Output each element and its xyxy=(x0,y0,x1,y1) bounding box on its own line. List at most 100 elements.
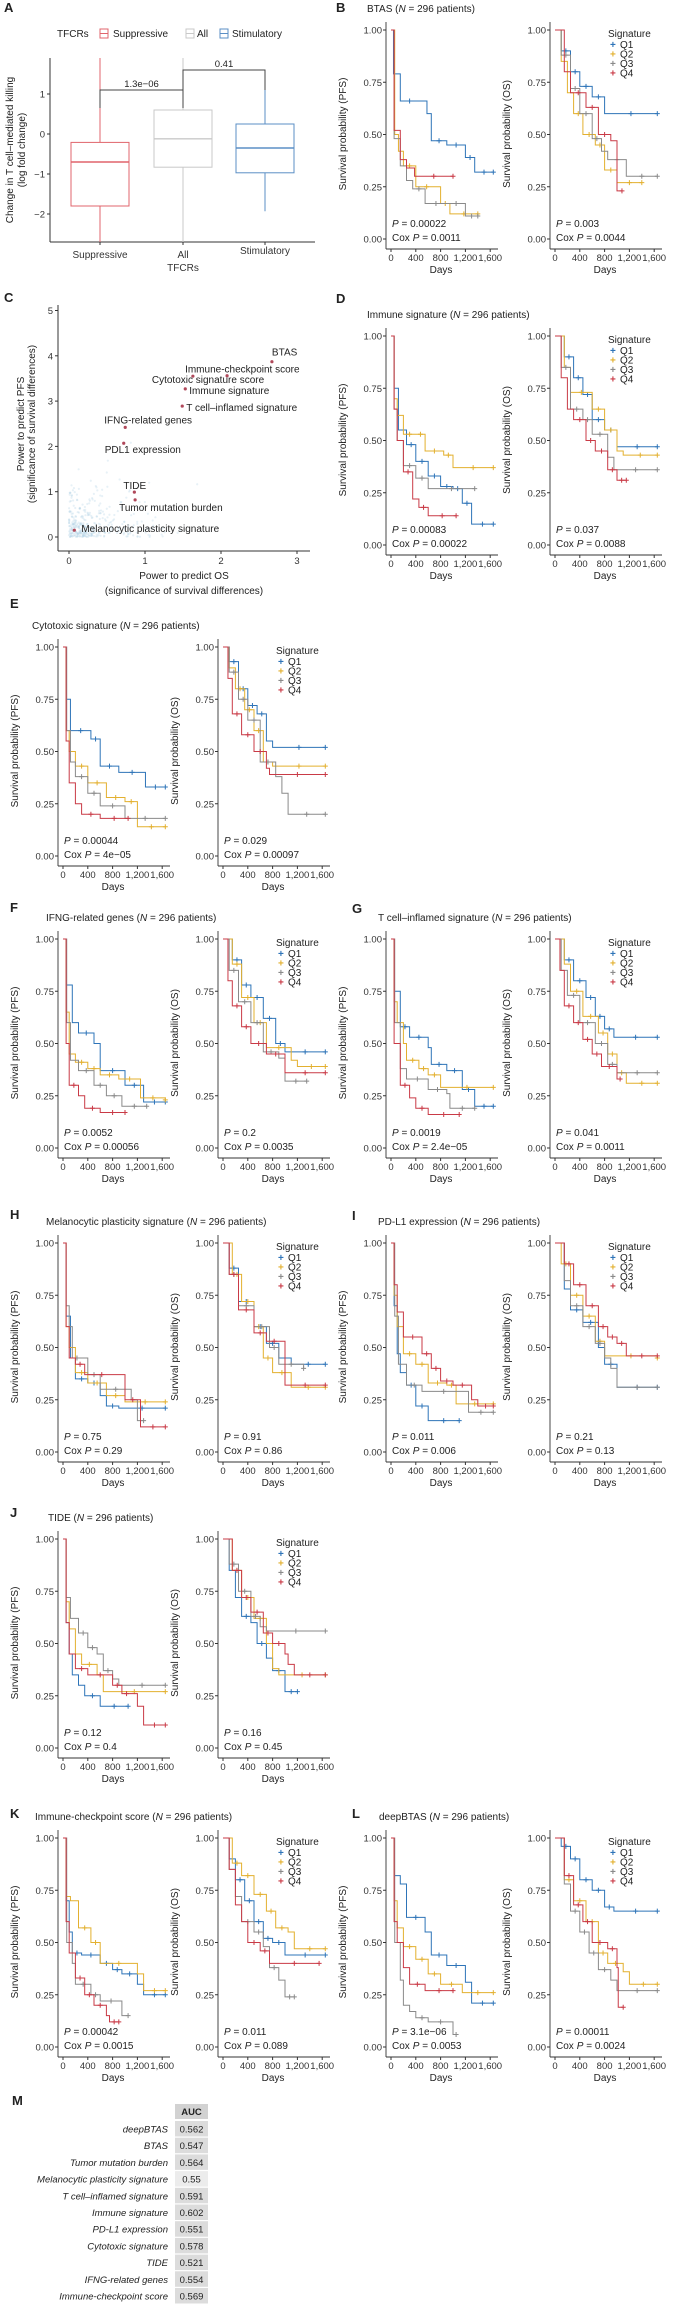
censor-mark xyxy=(276,1940,282,1945)
title-part: Immune-checkpoint score ( xyxy=(35,1812,156,1823)
title-part: = 296 patients) xyxy=(471,1217,540,1228)
censor-mark xyxy=(151,1099,157,1105)
equals-sign: = xyxy=(251,1742,262,1753)
panel-title: T cell–inflamed signature (N = 296 patie… xyxy=(378,913,572,924)
p-value: 0.12 xyxy=(82,1728,102,1739)
censor-mark xyxy=(162,1405,168,1411)
censor-mark xyxy=(436,1952,442,1958)
panel-e: E Cytotoxic signature (N = 296 patients) 0… xyxy=(10,596,334,893)
censor-mark xyxy=(634,1384,640,1390)
background-point xyxy=(127,533,130,536)
y-tick-label: 0.00 xyxy=(196,852,215,863)
point-label: PDL1 expression xyxy=(105,445,181,456)
y-tick-label: 0 xyxy=(40,130,45,141)
survival-curve-q4 xyxy=(391,29,453,177)
table-row: Immune signature 0.602 xyxy=(92,2204,208,2220)
censor-mark xyxy=(257,1330,263,1336)
background-point xyxy=(81,515,85,518)
background-point xyxy=(70,526,74,530)
survival-curve-q2 xyxy=(223,1538,326,1676)
background-point xyxy=(111,525,114,529)
censor-mark xyxy=(83,1030,89,1036)
background-point xyxy=(97,533,100,537)
x-tick-label: 800 xyxy=(597,2061,613,2072)
background-point xyxy=(86,533,90,536)
row-label: Immune signature xyxy=(92,2208,168,2219)
y-tick-label: 0.25 xyxy=(528,1091,547,1102)
legend-key-icon: + xyxy=(278,1282,284,1293)
y-tick-label: 4 xyxy=(48,351,53,362)
box xyxy=(70,141,130,207)
censor-mark xyxy=(114,1682,120,1688)
cox-p-text: Cox P = 0.0024 xyxy=(556,2041,626,2052)
censor-mark xyxy=(481,1103,487,1109)
censor-mark xyxy=(606,1063,612,1069)
background-point xyxy=(71,535,74,538)
cox-p-value: 0.0024 xyxy=(595,2041,626,2052)
background-point xyxy=(119,501,122,504)
data-point xyxy=(122,441,126,445)
censor-mark xyxy=(464,500,470,506)
background-point xyxy=(123,520,126,523)
significance-bracket xyxy=(99,89,184,108)
censor-mark xyxy=(586,1324,592,1330)
panel-letter: D xyxy=(336,291,345,306)
background-point xyxy=(68,530,71,533)
title-part: = 296 patients) xyxy=(440,1812,509,1823)
x-tick-label: 1,600 xyxy=(150,1762,174,1773)
censor-mark xyxy=(639,1080,645,1086)
censor-mark xyxy=(243,1307,249,1313)
censor-mark xyxy=(402,1082,408,1088)
x-tick-label: 800 xyxy=(265,1466,281,1477)
background-point xyxy=(92,531,95,534)
y-axis-label: Survival probability (PFS) xyxy=(338,987,349,1100)
censor-mark xyxy=(86,1661,92,1667)
row-label: Immune-checkpoint score xyxy=(59,2292,168,2303)
censor-mark xyxy=(291,1994,297,2000)
legend-key-icon: + xyxy=(610,59,616,70)
background-point xyxy=(84,534,87,538)
censor-mark xyxy=(322,1952,328,1958)
y-tick-label: 0.75 xyxy=(528,987,547,998)
x-tick-label: 1,600 xyxy=(478,1466,502,1477)
x-axis-label: Days xyxy=(102,882,125,893)
background-point xyxy=(68,524,71,528)
background-point xyxy=(67,520,71,523)
legend-label: Q3 xyxy=(288,1272,302,1283)
y-tick-label: 5 xyxy=(48,306,53,317)
x-tick-label: 800 xyxy=(433,1162,449,1173)
background-point xyxy=(91,532,94,535)
background-point xyxy=(72,534,75,537)
x-tick-label: 1,600 xyxy=(150,2061,174,2072)
p-value-label: 1.3e−06 xyxy=(124,79,159,90)
panel-letter: I xyxy=(352,1208,356,1223)
censor-mark xyxy=(490,521,496,527)
censor-mark xyxy=(433,200,439,206)
background-point xyxy=(79,531,82,534)
censor-mark xyxy=(577,978,583,984)
y-tick-label: 0.25 xyxy=(528,488,547,499)
censor-mark xyxy=(411,1382,417,1388)
x-tick-label: 800 xyxy=(433,559,449,570)
p-value: 0.029 xyxy=(242,836,267,847)
censor-mark xyxy=(162,1689,168,1695)
background-point xyxy=(70,515,74,518)
km-plot-os: 0.00 0.25 0.50 0.75 1.00 0 400 800 1,200 1,600 Day… xyxy=(502,931,666,1185)
background-point xyxy=(85,522,89,526)
survival-curve-q2 xyxy=(63,1242,166,1403)
panel-letter: H xyxy=(10,1207,19,1222)
censor-mark xyxy=(271,1338,277,1344)
survival-curve-q3 xyxy=(391,1242,494,1413)
background-point xyxy=(112,518,116,521)
censor-mark xyxy=(566,1877,572,1883)
background-point xyxy=(117,526,121,529)
panel-title: Immune-checkpoint score (N = 296 patient… xyxy=(35,1812,232,1823)
censor-mark xyxy=(294,1689,300,1695)
x-tick-label: 1,200 xyxy=(286,870,310,881)
background-point xyxy=(73,534,76,537)
censor-mark xyxy=(479,2000,485,2006)
censor-mark xyxy=(71,1082,77,1088)
x-tick-label: 400 xyxy=(408,1466,424,1477)
background-point xyxy=(75,526,78,529)
x-tick-label: 0 xyxy=(220,1466,225,1477)
